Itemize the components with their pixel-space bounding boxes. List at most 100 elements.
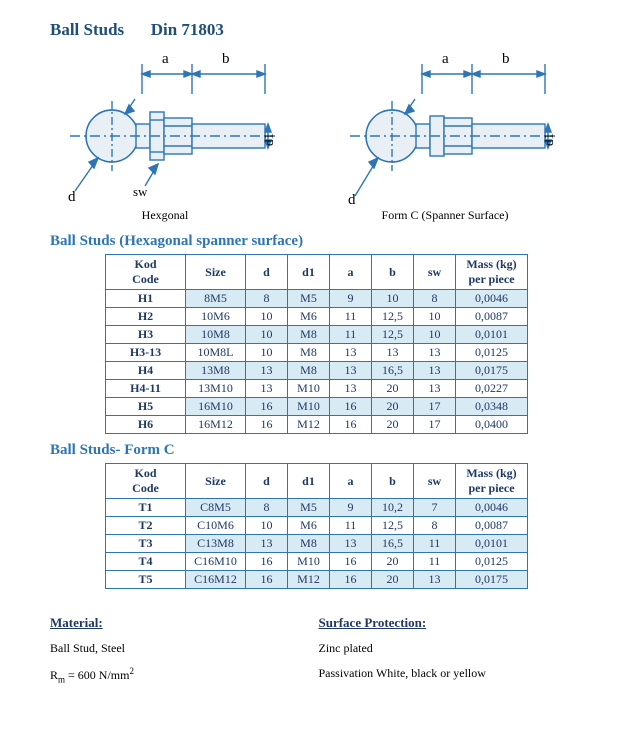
caption-formc: Form C (Spanner Surface) [382, 208, 509, 223]
cell-sw: 11 [414, 553, 456, 571]
svg-text:sw: sw [133, 184, 148, 199]
cell-code: T3 [106, 535, 186, 553]
cell-d: 16 [246, 571, 288, 589]
cell-b: 16,5 [372, 362, 414, 380]
cell-b: 10,2 [372, 499, 414, 517]
cell-sw: 13 [414, 344, 456, 362]
table-row: H4-1113M1013M101320130,0227 [106, 380, 528, 398]
cell-a: 13 [330, 362, 372, 380]
cell-d: 10 [246, 326, 288, 344]
col-b: b [372, 255, 414, 290]
col-d1: d1 [288, 255, 330, 290]
cell-b: 20 [372, 553, 414, 571]
cell-d: 13 [246, 380, 288, 398]
cell-code: H4 [106, 362, 186, 380]
cell-sw: 13 [414, 571, 456, 589]
surface-line2: Passivation White, black or yellow [319, 666, 588, 681]
page-title: Ball Studs Din 71803 [50, 20, 587, 40]
cell-d1: M12 [288, 571, 330, 589]
cell-size: C10M6 [186, 517, 246, 535]
cell-mass: 0,0175 [456, 571, 528, 589]
cell-size: C16M10 [186, 553, 246, 571]
table-row: T4C16M1016M101620110,0125 [106, 553, 528, 571]
cell-d1: M6 [288, 517, 330, 535]
col-size: Size [186, 464, 246, 499]
material-heading: Material: [50, 615, 319, 631]
cell-d1: M5 [288, 499, 330, 517]
cell-d1: M8 [288, 362, 330, 380]
table-hex: KodCodeSizedd1abswMass (kg)per pieceH18M… [105, 254, 528, 434]
cell-d: 13 [246, 362, 288, 380]
svg-text:b: b [502, 51, 510, 67]
col-code: KodCode [106, 255, 186, 290]
diagram-row: a b d sw d1 Hexgonal [50, 46, 587, 223]
svg-text:a: a [442, 51, 449, 67]
table-row: T2C10M610M61112,580,0087 [106, 517, 528, 535]
cell-a: 16 [330, 571, 372, 589]
table-row: H413M813M81316,5130,0175 [106, 362, 528, 380]
cell-size: 16M12 [186, 416, 246, 434]
cell-code: H4-11 [106, 380, 186, 398]
cell-d: 10 [246, 344, 288, 362]
col-b: b [372, 464, 414, 499]
cell-b: 20 [372, 416, 414, 434]
cell-d1: M10 [288, 380, 330, 398]
cell-code: T1 [106, 499, 186, 517]
cell-a: 16 [330, 398, 372, 416]
surface-heading: Surface Protection: [319, 615, 588, 631]
section-formc-heading: Ball Studs- Form C [50, 442, 587, 459]
cell-b: 16,5 [372, 535, 414, 553]
cell-mass: 0,0046 [456, 290, 528, 308]
cell-sw: 13 [414, 362, 456, 380]
table-row: H18M58M591080,0046 [106, 290, 528, 308]
section-hex-heading: Ball Studs (Hexagonal spanner surface) [50, 233, 587, 250]
cell-sw: 8 [414, 290, 456, 308]
cell-b: 12,5 [372, 308, 414, 326]
cell-d: 10 [246, 308, 288, 326]
surface-line1: Zinc plated [319, 641, 588, 656]
cell-d: 16 [246, 416, 288, 434]
cell-b: 20 [372, 380, 414, 398]
cell-b: 20 [372, 571, 414, 589]
cell-size: C13M8 [186, 535, 246, 553]
col-d: d [246, 464, 288, 499]
cell-size: 13M8 [186, 362, 246, 380]
cell-code: H1 [106, 290, 186, 308]
diagram-formc: a b d d1 [330, 46, 560, 206]
svg-text:d1: d1 [541, 133, 556, 146]
table-row: H310M810M81112,5100,0101 [106, 326, 528, 344]
cell-d: 13 [246, 535, 288, 553]
cell-d: 8 [246, 290, 288, 308]
cell-a: 13 [330, 380, 372, 398]
cell-code: H6 [106, 416, 186, 434]
title-part-b: Din 71803 [151, 20, 224, 39]
table-row: H616M1216M121620170,0400 [106, 416, 528, 434]
cell-mass: 0,0101 [456, 535, 528, 553]
table-formc: KodCodeSizedd1abswMass (kg)per pieceT1C8… [105, 463, 528, 589]
col-sw: sw [414, 255, 456, 290]
table-row: H516M1016M101620170,0348 [106, 398, 528, 416]
col-a: a [330, 464, 372, 499]
col-d: d [246, 255, 288, 290]
cell-mass: 0,0101 [456, 326, 528, 344]
cell-a: 13 [330, 535, 372, 553]
col-d1: d1 [288, 464, 330, 499]
table-row: H210M610M61112,5100,0087 [106, 308, 528, 326]
cell-size: 10M8 [186, 326, 246, 344]
cell-mass: 0,0046 [456, 499, 528, 517]
cell-a: 11 [330, 308, 372, 326]
cell-d1: M12 [288, 416, 330, 434]
cell-d1: M10 [288, 398, 330, 416]
info-block: Material: Ball Stud, Steel Rm = 600 N/mm… [50, 615, 587, 694]
caption-hex: Hexgonal [142, 208, 189, 223]
col-size: Size [186, 255, 246, 290]
material-line1: Ball Stud, Steel [50, 641, 319, 656]
cell-d: 10 [246, 517, 288, 535]
col-code: KodCode [106, 464, 186, 499]
cell-sw: 17 [414, 416, 456, 434]
cell-d1: M10 [288, 553, 330, 571]
table-row: T5C16M1216M121620130,0175 [106, 571, 528, 589]
cell-a: 16 [330, 416, 372, 434]
cell-a: 9 [330, 499, 372, 517]
cell-a: 11 [330, 326, 372, 344]
